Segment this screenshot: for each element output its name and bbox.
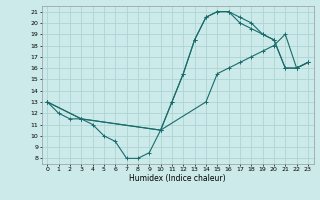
X-axis label: Humidex (Indice chaleur): Humidex (Indice chaleur) — [129, 174, 226, 183]
